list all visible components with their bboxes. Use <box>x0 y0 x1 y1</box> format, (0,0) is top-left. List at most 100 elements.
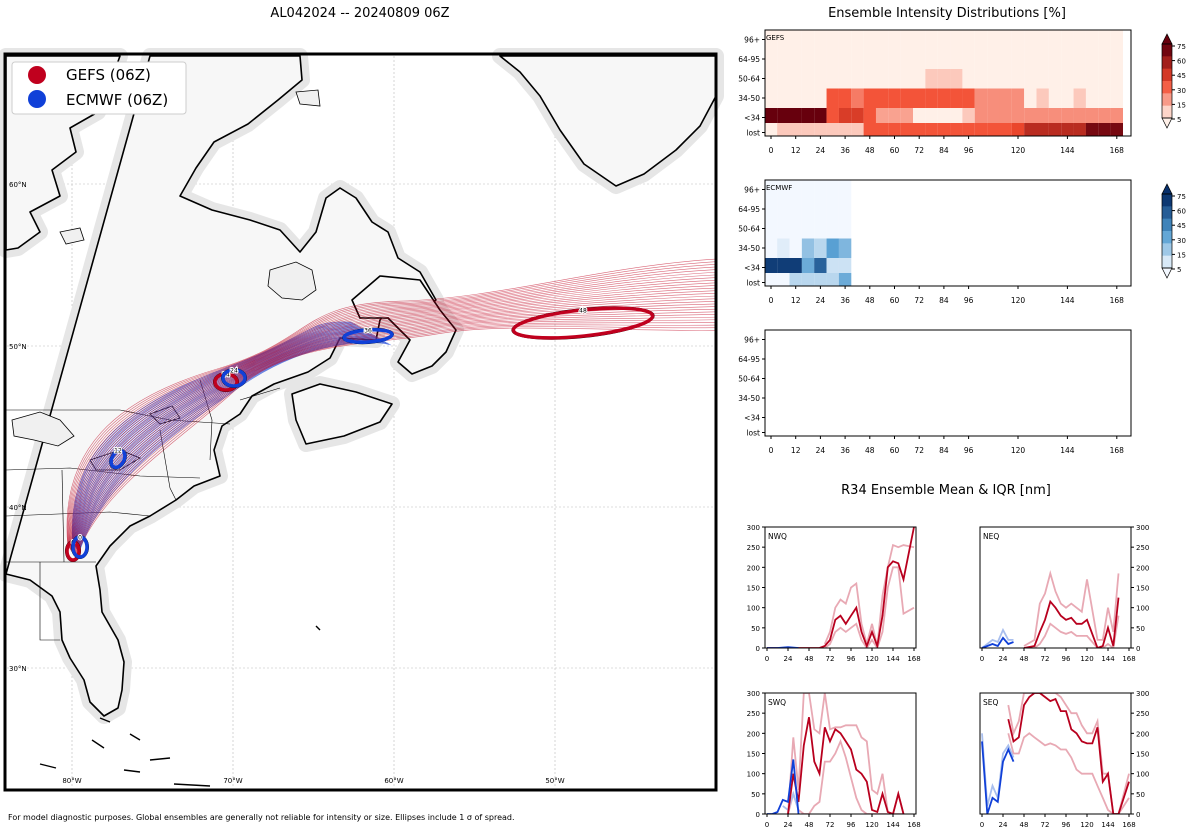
heatmap-cell <box>789 49 802 69</box>
ellipse-hour-label: 36 <box>364 328 372 335</box>
heatmap-cell <box>925 108 938 123</box>
colorbar-tick-label: 30 <box>1177 237 1186 245</box>
heatmap-cell <box>801 123 815 136</box>
colorbar-tick-label: 60 <box>1177 58 1186 66</box>
r34-series-line <box>787 693 905 814</box>
r34-series-line <box>1007 693 1130 814</box>
gefs-member-track <box>70 282 717 550</box>
heatmap-cell <box>1061 69 1074 89</box>
heatmap-cell <box>875 123 889 136</box>
lon-label: 50°W <box>545 777 564 785</box>
heatmap-cell <box>1085 49 1099 69</box>
heatmap-cell <box>765 238 778 258</box>
r34-frame <box>764 692 917 815</box>
heatmap-cell <box>987 108 1000 123</box>
heatmap-cell <box>974 69 988 89</box>
intensity-panels: GEFS 96+ 64-95 50-64 34-50 <34 lost 0 12 24 36 48 60… <box>738 29 1186 455</box>
heatmap-cell <box>765 49 778 69</box>
heatmap-cell <box>913 30 926 50</box>
heatmap-cell <box>1098 30 1111 50</box>
heatmap-cell <box>1098 123 1111 136</box>
heatmap-cell <box>1073 69 1086 89</box>
x-tick-label: 96 <box>964 446 974 455</box>
legend-ecmwf-marker <box>28 90 46 108</box>
heatmap-cell <box>1085 88 1099 108</box>
y-tick-label: 64-95 <box>738 355 760 364</box>
colorbar-tick-label: 15 <box>1177 101 1186 109</box>
x-tick-label: 24 <box>999 821 1008 829</box>
colorbar: 75 60 45 30 15 5 <box>1161 33 1186 129</box>
heatmap-cell <box>974 123 988 136</box>
heatmap-cell <box>950 30 963 50</box>
y-tick-label: <34 <box>744 414 760 423</box>
colorbar-tick-label: 30 <box>1177 87 1186 95</box>
heatmap-cell <box>875 49 889 69</box>
x-tick-label: 96 <box>1062 655 1071 663</box>
heatmap-cell <box>789 88 802 108</box>
r34-series-line <box>782 790 800 812</box>
r34-series-line <box>787 738 904 814</box>
heatmap-cell <box>1036 108 1049 123</box>
y-tick-label: 250 <box>747 710 760 718</box>
lat-label: 60°N <box>9 181 27 189</box>
heatmap-frame <box>764 29 1132 137</box>
intensity-title: Ensemble Intensity Distributions [%] <box>828 6 1066 21</box>
heatmap-cell <box>801 180 815 200</box>
gefs-member-track <box>75 326 717 558</box>
heatmap-cell <box>789 219 802 239</box>
x-tick-label: 48 <box>805 655 814 663</box>
r34-title: R34 Ensemble Mean & IQR [nm] <box>841 483 1051 498</box>
colorbar-tick-label: 45 <box>1177 72 1186 80</box>
y-tick-label: 0 <box>1136 811 1140 819</box>
x-tick-label: 168 <box>1110 446 1125 455</box>
heatmap-cell <box>937 108 951 123</box>
x-tick-label: 120 <box>1011 446 1026 455</box>
heatmap-cell <box>838 180 852 200</box>
y-tick-label: 100 <box>747 605 760 613</box>
heatmap-cell <box>826 30 839 50</box>
y-tick-label: 50-64 <box>738 375 760 384</box>
colorbar-segment <box>1162 68 1172 82</box>
y-tick-label: 100 <box>1136 771 1149 779</box>
heatmap-cell <box>851 88 864 108</box>
gefs-member-track <box>69 274 717 549</box>
heatmap-cell <box>925 30 938 50</box>
y-tick-label: 96+ <box>744 336 760 345</box>
heatmap-cell <box>863 108 876 123</box>
colorbar-extend-max <box>1161 33 1173 45</box>
heatmap-cell <box>814 123 827 136</box>
heatmap-cell <box>1073 123 1086 136</box>
heatmap-cell <box>1110 30 1123 50</box>
heatmap-cell <box>1036 30 1049 50</box>
state-borders <box>5 379 281 641</box>
heatmap-cell <box>826 49 839 69</box>
y-tick-label: 200 <box>747 730 760 738</box>
x-tick-label: 12 <box>791 146 801 155</box>
colorbar-segment <box>1162 218 1172 232</box>
heatmap-cell <box>1024 49 1037 69</box>
x-tick-label: 120 <box>865 655 878 663</box>
heatmap-cell <box>765 88 778 108</box>
y-tick-label: 250 <box>747 544 760 552</box>
x-tick-label: 144 <box>886 821 900 829</box>
y-tick-label: 50-64 <box>738 75 760 84</box>
colorbar-segment <box>1162 93 1172 107</box>
x-tick-label: 36 <box>840 296 850 305</box>
heatmap-cell <box>777 199 790 219</box>
heatmap-cell <box>950 49 963 69</box>
x-tick-label: 144 <box>1060 296 1075 305</box>
x-tick-label: 0 <box>980 655 984 663</box>
heatmap-cell <box>1061 30 1074 50</box>
y-tick-label: lost <box>746 129 760 138</box>
heatmap-cell <box>937 69 951 89</box>
heatmap-cell <box>826 180 839 200</box>
intensity-panel: ECMWF 96+ 64-95 50-64 34-50 <34 lost 0 12 24 36 48 6… <box>738 179 1132 305</box>
heatmap-cell <box>1110 69 1123 89</box>
gefs-member-track <box>74 316 717 556</box>
lat-label: 30°N <box>9 665 27 673</box>
heatmap-cell <box>789 108 802 123</box>
colorbar-frame <box>1161 193 1173 269</box>
heatmap-cell <box>913 108 926 123</box>
